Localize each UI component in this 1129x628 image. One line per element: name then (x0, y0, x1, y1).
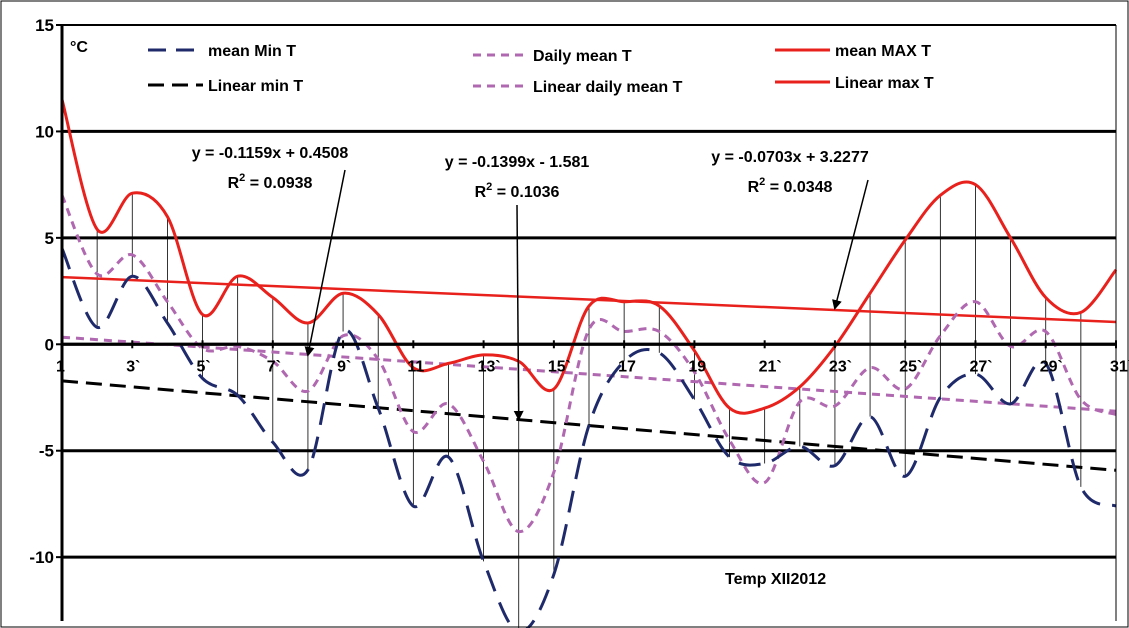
annotation-layer: y = -0.1159x + 0.4508 R2 = 0.0938 y = -0.1… (192, 145, 869, 421)
y-tick-label: 5 (45, 229, 54, 248)
x-tick-label: 23` (829, 358, 852, 375)
trend-r-squared: R2 = 0.0348 (748, 176, 833, 196)
legend-label: Linear min T (208, 78, 303, 95)
x-tick-label: 21` (759, 358, 782, 375)
x-tick-label: 5` (197, 358, 211, 375)
x-tick-label: 19 (688, 358, 706, 375)
unit-label: °C (70, 39, 88, 56)
trend-equation: y = -0.1399x - 1.581 (445, 154, 590, 171)
x-tick-label: 17 (618, 358, 636, 375)
y-tick-label: 0 (45, 335, 54, 354)
legend-label: Daily mean T (533, 48, 632, 65)
series-mean-max-t (60, 99, 1118, 415)
series-mean-min-t (60, 247, 1117, 628)
legend-layer: mean Min T Daily mean T mean MAX T Linear m… (148, 43, 934, 96)
trend-r-squared: R2 = 0.1036 (475, 181, 560, 201)
annotation-arrow (832, 179, 869, 311)
x-tick-label: 9` (337, 358, 351, 375)
legend-label: mean Min T (208, 43, 296, 60)
y-tick-label: 15 (35, 16, 54, 35)
legend-label: Linear daily mean T (533, 79, 683, 96)
x-tick-label: 13` (478, 358, 501, 375)
x-tick-label: 7` (267, 358, 281, 375)
y-tick-label: 10 (35, 122, 54, 141)
x-tick-label: 25` (899, 358, 922, 375)
y-tick-label: -5 (39, 442, 54, 461)
series-linear-max-t (61, 275, 1117, 324)
x-tick-label: 27` (969, 358, 992, 375)
y-tick-label: -10 (29, 548, 54, 567)
annotation-arrow (513, 204, 524, 421)
legend-label: Linear max T (835, 75, 934, 92)
x-tick-label: 31` (1110, 358, 1129, 375)
x-tick-label: 29` (1040, 358, 1063, 375)
x-tick-label: 3` (126, 358, 140, 375)
series-layer (60, 99, 1118, 628)
trend-equation: y = -0.1159x + 0.4508 (192, 145, 349, 162)
x-tick-label: 11 (407, 358, 424, 375)
legend-label: mean MAX T (835, 43, 931, 60)
chart-title: Temp XII2012 (725, 571, 826, 588)
trend-r-squared: R2 = 0.0938 (228, 172, 313, 192)
x-tick-label: 1 (56, 358, 65, 375)
x-tick-label: 15` (548, 358, 571, 375)
annotation-arrow (304, 169, 346, 357)
series-daily-mean-t (60, 194, 1117, 534)
trend-equation: y = -0.0703x + 3.2277 (711, 149, 869, 166)
